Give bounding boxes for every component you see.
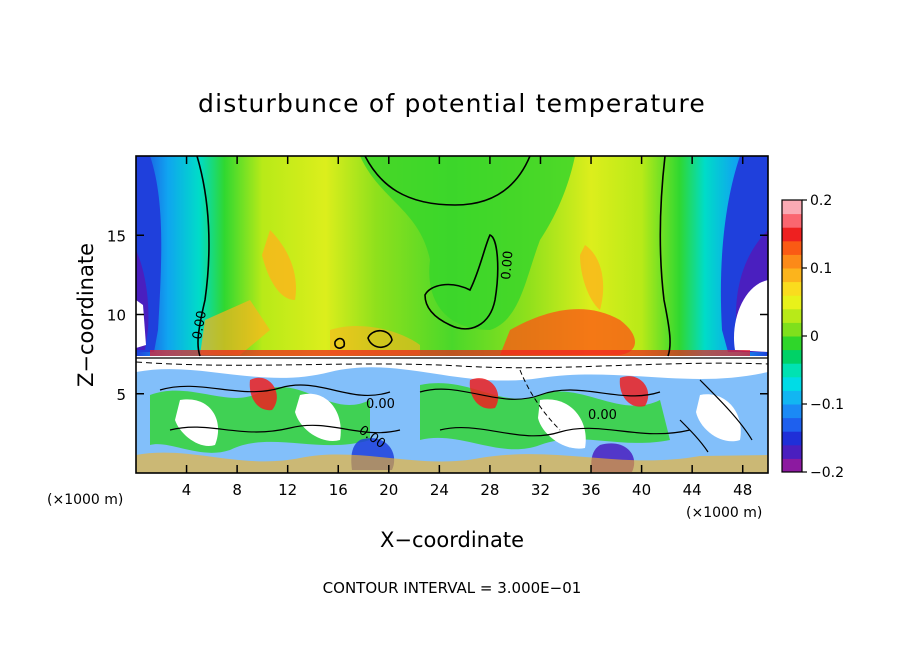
y-axis-label: Z−coordinate bbox=[74, 243, 98, 387]
colorbar-swatch bbox=[782, 227, 802, 242]
contour-label-group: 0.00 0.00 0.00 0.00 0.00 bbox=[190, 250, 617, 452]
colorbar-swatch bbox=[782, 417, 802, 432]
turbulent-layer bbox=[136, 356, 768, 473]
contour-interval-footer: CONTOUR INTERVAL = 3.000E−01 bbox=[323, 579, 582, 597]
colorbar-swatch bbox=[782, 268, 802, 283]
y-tick-label: 10 bbox=[107, 307, 126, 325]
contour-label-center: 0.00 bbox=[499, 250, 516, 280]
y-axis-ticks: 5 10 15 bbox=[107, 227, 768, 404]
y-tick-label: 15 bbox=[107, 227, 126, 245]
colorbar-swatch bbox=[782, 390, 802, 405]
colorbar bbox=[781, 199, 803, 473]
x-tick-label: 48 bbox=[733, 481, 752, 499]
colorbar-tick-label: 0.1 bbox=[810, 261, 832, 277]
colorbar-swatch bbox=[782, 213, 802, 228]
colorbar-swatch bbox=[782, 322, 802, 337]
contour-label-left: 0.00 bbox=[190, 310, 210, 341]
contour-lines bbox=[136, 156, 768, 453]
colorbar-swatch bbox=[782, 363, 802, 378]
contour-label-lower-right: 0.00 bbox=[588, 408, 617, 423]
x-tick-label: 8 bbox=[232, 481, 242, 499]
colorbar-swatch bbox=[782, 281, 802, 296]
x-unit-label: (×1000 m) bbox=[686, 505, 762, 521]
colorbar-swatch bbox=[782, 349, 802, 364]
colorbar-tick-label: 0 bbox=[810, 329, 819, 345]
colorbar-tick-label: 0.2 bbox=[810, 193, 832, 209]
x-tick-label: 36 bbox=[581, 481, 600, 499]
x-tick-label: 44 bbox=[683, 481, 702, 499]
y-tick-label: 5 bbox=[116, 386, 126, 404]
colorbar-tick-label: −0.2 bbox=[810, 465, 844, 481]
colorbar-swatch bbox=[782, 458, 802, 473]
x-tick-label: 40 bbox=[632, 481, 651, 499]
x-tick-label: 16 bbox=[329, 481, 348, 499]
x-tick-label: 32 bbox=[531, 481, 550, 499]
colorbar-swatch bbox=[782, 336, 802, 351]
colorbar-swatch bbox=[782, 308, 802, 323]
x-tick-label: 20 bbox=[379, 481, 398, 499]
heatmap-field bbox=[136, 156, 768, 358]
colorbar-swatch bbox=[782, 254, 802, 269]
x-tick-label: 28 bbox=[480, 481, 499, 499]
colorbar-ticks: 0.2 0.1 0 −0.1 −0.2 bbox=[802, 193, 844, 481]
x-tick-label: 12 bbox=[278, 481, 297, 499]
colorbar-swatch bbox=[782, 295, 802, 310]
colorbar-swatch bbox=[782, 376, 802, 391]
contour-label-lower-left: 0.00 bbox=[366, 397, 395, 412]
colorbar-swatch bbox=[782, 404, 802, 419]
chart-title: disturbunce of potential temperature bbox=[198, 89, 706, 118]
x-axis-label: X−coordinate bbox=[380, 528, 524, 552]
colorbar-swatch bbox=[782, 200, 802, 215]
colorbar-swatch bbox=[782, 240, 802, 255]
x-tick-label: 4 bbox=[182, 481, 192, 499]
x-tick-label: 24 bbox=[430, 481, 449, 499]
y-unit-label: (×1000 m) bbox=[47, 492, 123, 508]
x-axis-ticks: 4 8 12 16 20 24 28 32 36 40 44 48 bbox=[182, 156, 752, 499]
colorbar-tick-label: −0.1 bbox=[810, 397, 844, 413]
colorbar-swatch bbox=[782, 444, 802, 459]
colorbar-swatch bbox=[782, 431, 802, 446]
